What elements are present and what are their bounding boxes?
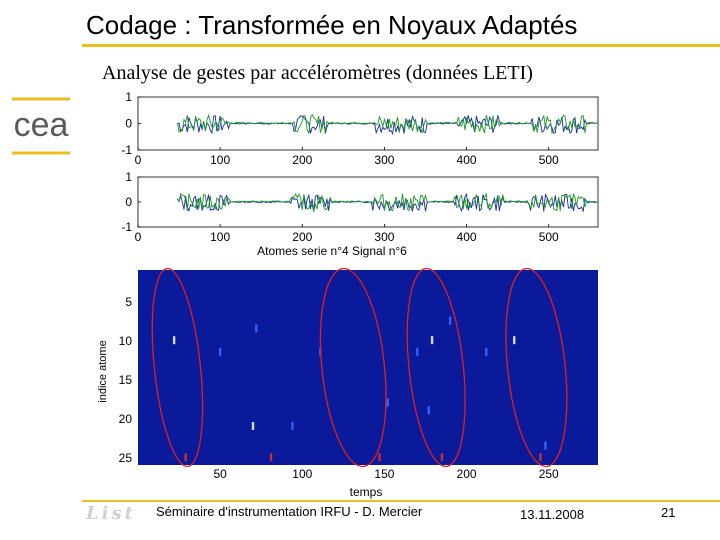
x-tick-label: 100: [210, 230, 230, 244]
y-tick-label: 10: [119, 334, 133, 348]
list-logo: List: [86, 503, 136, 524]
y-tick-label: 1: [125, 90, 132, 104]
cea-logo: cea: [12, 97, 70, 155]
atom-mark: [448, 316, 452, 325]
footer-date: 13.11.2008: [520, 507, 585, 522]
x-tick-label: 500: [539, 230, 559, 244]
x-tick-label: 300: [374, 153, 394, 167]
signal-line-2: [176, 113, 599, 135]
x-tick-label: 400: [457, 230, 477, 244]
x-axis-label: temps: [350, 485, 383, 499]
x-tick-label: 0: [135, 230, 142, 244]
signal-line-2: [176, 192, 599, 213]
x-tick-label: 200: [292, 230, 312, 244]
atom-mark: [255, 324, 258, 333]
atom-mark: [172, 336, 176, 345]
atom-mark: [430, 336, 434, 345]
cea-logo-text: cea: [14, 106, 69, 144]
atom-mark: [513, 336, 516, 345]
atom-mark: [427, 406, 430, 415]
atom-mark: [378, 453, 381, 462]
x-tick-label: 100: [210, 153, 230, 167]
atom-mark: [386, 398, 389, 407]
atom-mark: [184, 453, 187, 462]
x-tick-label: 500: [539, 153, 559, 167]
x-tick-label: 200: [457, 467, 477, 481]
highlight-ellipse: [319, 267, 387, 468]
highlight-ellipse: [151, 267, 204, 468]
x-tick-label: 100: [292, 467, 312, 481]
footer-rule: [82, 500, 720, 502]
atom-mark: [269, 453, 273, 462]
y-tick-label: -1: [121, 220, 132, 234]
y-tick-label: 1: [125, 170, 132, 184]
plot-title: Atomes serie n°4 Signal n°6: [257, 244, 407, 258]
atom-mark: [544, 441, 547, 450]
highlight-ellipse: [505, 267, 568, 468]
signal-plot-1: 10-10 100 200 300 400 500: [121, 90, 599, 167]
y-axis-label: indice atome: [97, 340, 109, 402]
highlight-ellipse: [406, 267, 466, 468]
y-tick-label: 0: [125, 117, 132, 131]
atom-mark: [251, 422, 255, 430]
heatmap-background: [138, 270, 598, 465]
atom-mark: [440, 453, 444, 462]
x-tick-label: 250: [539, 467, 559, 481]
y-tick-label: 20: [119, 412, 133, 426]
y-tick-label: 0: [125, 195, 132, 209]
atom-heatmap: 5 10 15 20 25 50 100 150 200 250 temps indice atome: [97, 267, 598, 499]
x-tick-label: 0: [135, 153, 142, 167]
page-number: 21: [661, 505, 676, 520]
x-tick-label: 150: [374, 467, 394, 481]
atom-mark: [416, 347, 419, 356]
atom-mark: [291, 422, 294, 430]
footer-seminar: Séminaire d'instrumentation IRFU - D. Me…: [156, 504, 423, 519]
x-tick-label: 400: [457, 153, 477, 167]
atom-mark: [218, 347, 222, 356]
x-tick-label: 50: [213, 467, 227, 481]
title-rule: [82, 44, 720, 47]
y-tick-label: 25: [119, 451, 133, 465]
x-tick-label: 300: [374, 230, 394, 244]
atom-mark: [539, 453, 542, 462]
atom-mark: [485, 347, 488, 356]
y-tick-label: 15: [119, 373, 133, 387]
slide-subtitle: Analyse de gestes par accéléromètres (do…: [102, 62, 533, 84]
y-tick-label: 5: [125, 295, 132, 309]
slide-title: Codage : Transformée en Noyaux Adaptés: [86, 10, 578, 40]
y-tick-label: -1: [121, 143, 132, 157]
x-tick-label: 200: [292, 153, 312, 167]
